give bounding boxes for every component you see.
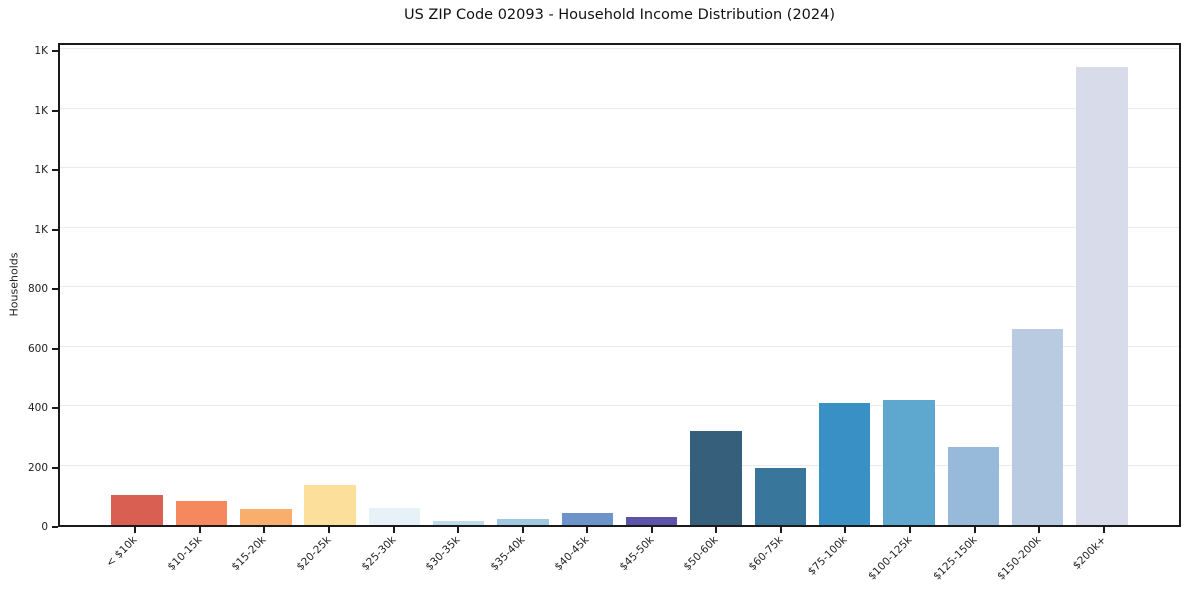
- bar-20-25k: [304, 484, 356, 525]
- bar-150-200k: [1011, 328, 1064, 525]
- x-tick-mark: [1102, 527, 1105, 533]
- x-tick-mark: [134, 527, 137, 533]
- y-tick-label: 0: [41, 521, 48, 533]
- bar-slot: [169, 45, 233, 525]
- bar-25-30k: [368, 508, 421, 525]
- plot-area: [58, 43, 1181, 527]
- x-tick-mark: [973, 527, 976, 533]
- bar-60-75k: [754, 468, 806, 525]
- gridline-y-1600: [60, 48, 1179, 50]
- bar-slot: [427, 45, 491, 525]
- y-tick-label: 600: [27, 342, 48, 355]
- y-tick-label: 200: [27, 461, 48, 474]
- bar-slot: [105, 45, 169, 525]
- bar-45-50k: [625, 516, 678, 525]
- bar-slot: [234, 45, 298, 525]
- bar-200k: [1076, 66, 1128, 525]
- gridline-y-200: [60, 464, 1179, 466]
- x-tick-mark: [715, 527, 718, 533]
- x-tick-mark: [844, 527, 847, 533]
- x-tick-mark: [327, 527, 330, 533]
- gridline-y-600: [60, 345, 1179, 347]
- y-tick-mark: [52, 169, 58, 172]
- bar-slot: [298, 45, 362, 525]
- bar-50-60k: [690, 431, 742, 525]
- y-tick-mark: [52, 50, 58, 53]
- bar-75-100k: [818, 403, 871, 525]
- x-tick-mark: [263, 527, 266, 533]
- x-tick-mark: [650, 527, 653, 533]
- gridline-y-400: [60, 405, 1179, 407]
- x-tick-mark: [586, 527, 589, 533]
- gridline-y-1000: [60, 226, 1179, 228]
- x-tick-mark: [198, 527, 201, 533]
- bar-15-20k: [240, 508, 292, 525]
- y-tick-mark: [52, 109, 58, 112]
- y-tick-mark: [52, 407, 58, 409]
- x-tick-mark: [521, 527, 524, 533]
- y-tick-label: 1K: [34, 45, 48, 58]
- bar-slot: [877, 45, 941, 525]
- gridline-y-1400: [60, 107, 1179, 109]
- y-tick-label: 1K: [34, 223, 48, 236]
- x-tick-mark: [457, 527, 460, 533]
- x-tick-mark: [779, 527, 782, 533]
- bar-125-150k: [947, 447, 999, 525]
- y-tick-label: 400: [27, 402, 48, 414]
- y-tick-mark: [52, 526, 58, 528]
- bar-slot: [362, 45, 426, 525]
- x-tick-mark: [1038, 527, 1041, 533]
- bar-40-45k: [561, 513, 614, 525]
- x-tick-mark: [909, 527, 912, 533]
- bar-slot: [491, 45, 555, 525]
- y-tick-mark: [52, 466, 58, 469]
- gridline-y-800: [60, 286, 1179, 288]
- gridline-y-1200: [60, 167, 1179, 169]
- bar-10-15k: [175, 501, 228, 525]
- bar-slot: [1005, 45, 1069, 525]
- bar-100-125k: [883, 400, 935, 525]
- chart-title: US ZIP Code 02093 - Household Income Dis…: [403, 7, 836, 23]
- bars-container: [60, 45, 1179, 525]
- bar-slot: [748, 45, 812, 525]
- y-tick-label: 1K: [34, 104, 48, 117]
- bar-10k: [111, 495, 163, 525]
- bar-slot: [812, 45, 876, 525]
- y-tick-mark: [52, 228, 58, 231]
- bar-35-40k: [497, 519, 549, 525]
- bar-slot: [555, 45, 619, 525]
- y-tick-mark: [52, 347, 58, 350]
- y-tick-mark: [52, 288, 58, 291]
- y-tick-label: 1K: [34, 164, 48, 177]
- bar-slot: [941, 45, 1005, 525]
- bar-slot: [620, 45, 684, 525]
- y-tick-label: 800: [27, 283, 48, 296]
- x-tick-label: < $10k: [104, 534, 140, 570]
- bar-slot: [684, 45, 748, 525]
- bar-slot: [1070, 45, 1134, 525]
- bar-30-35k: [433, 521, 485, 525]
- x-tick-mark: [392, 527, 395, 533]
